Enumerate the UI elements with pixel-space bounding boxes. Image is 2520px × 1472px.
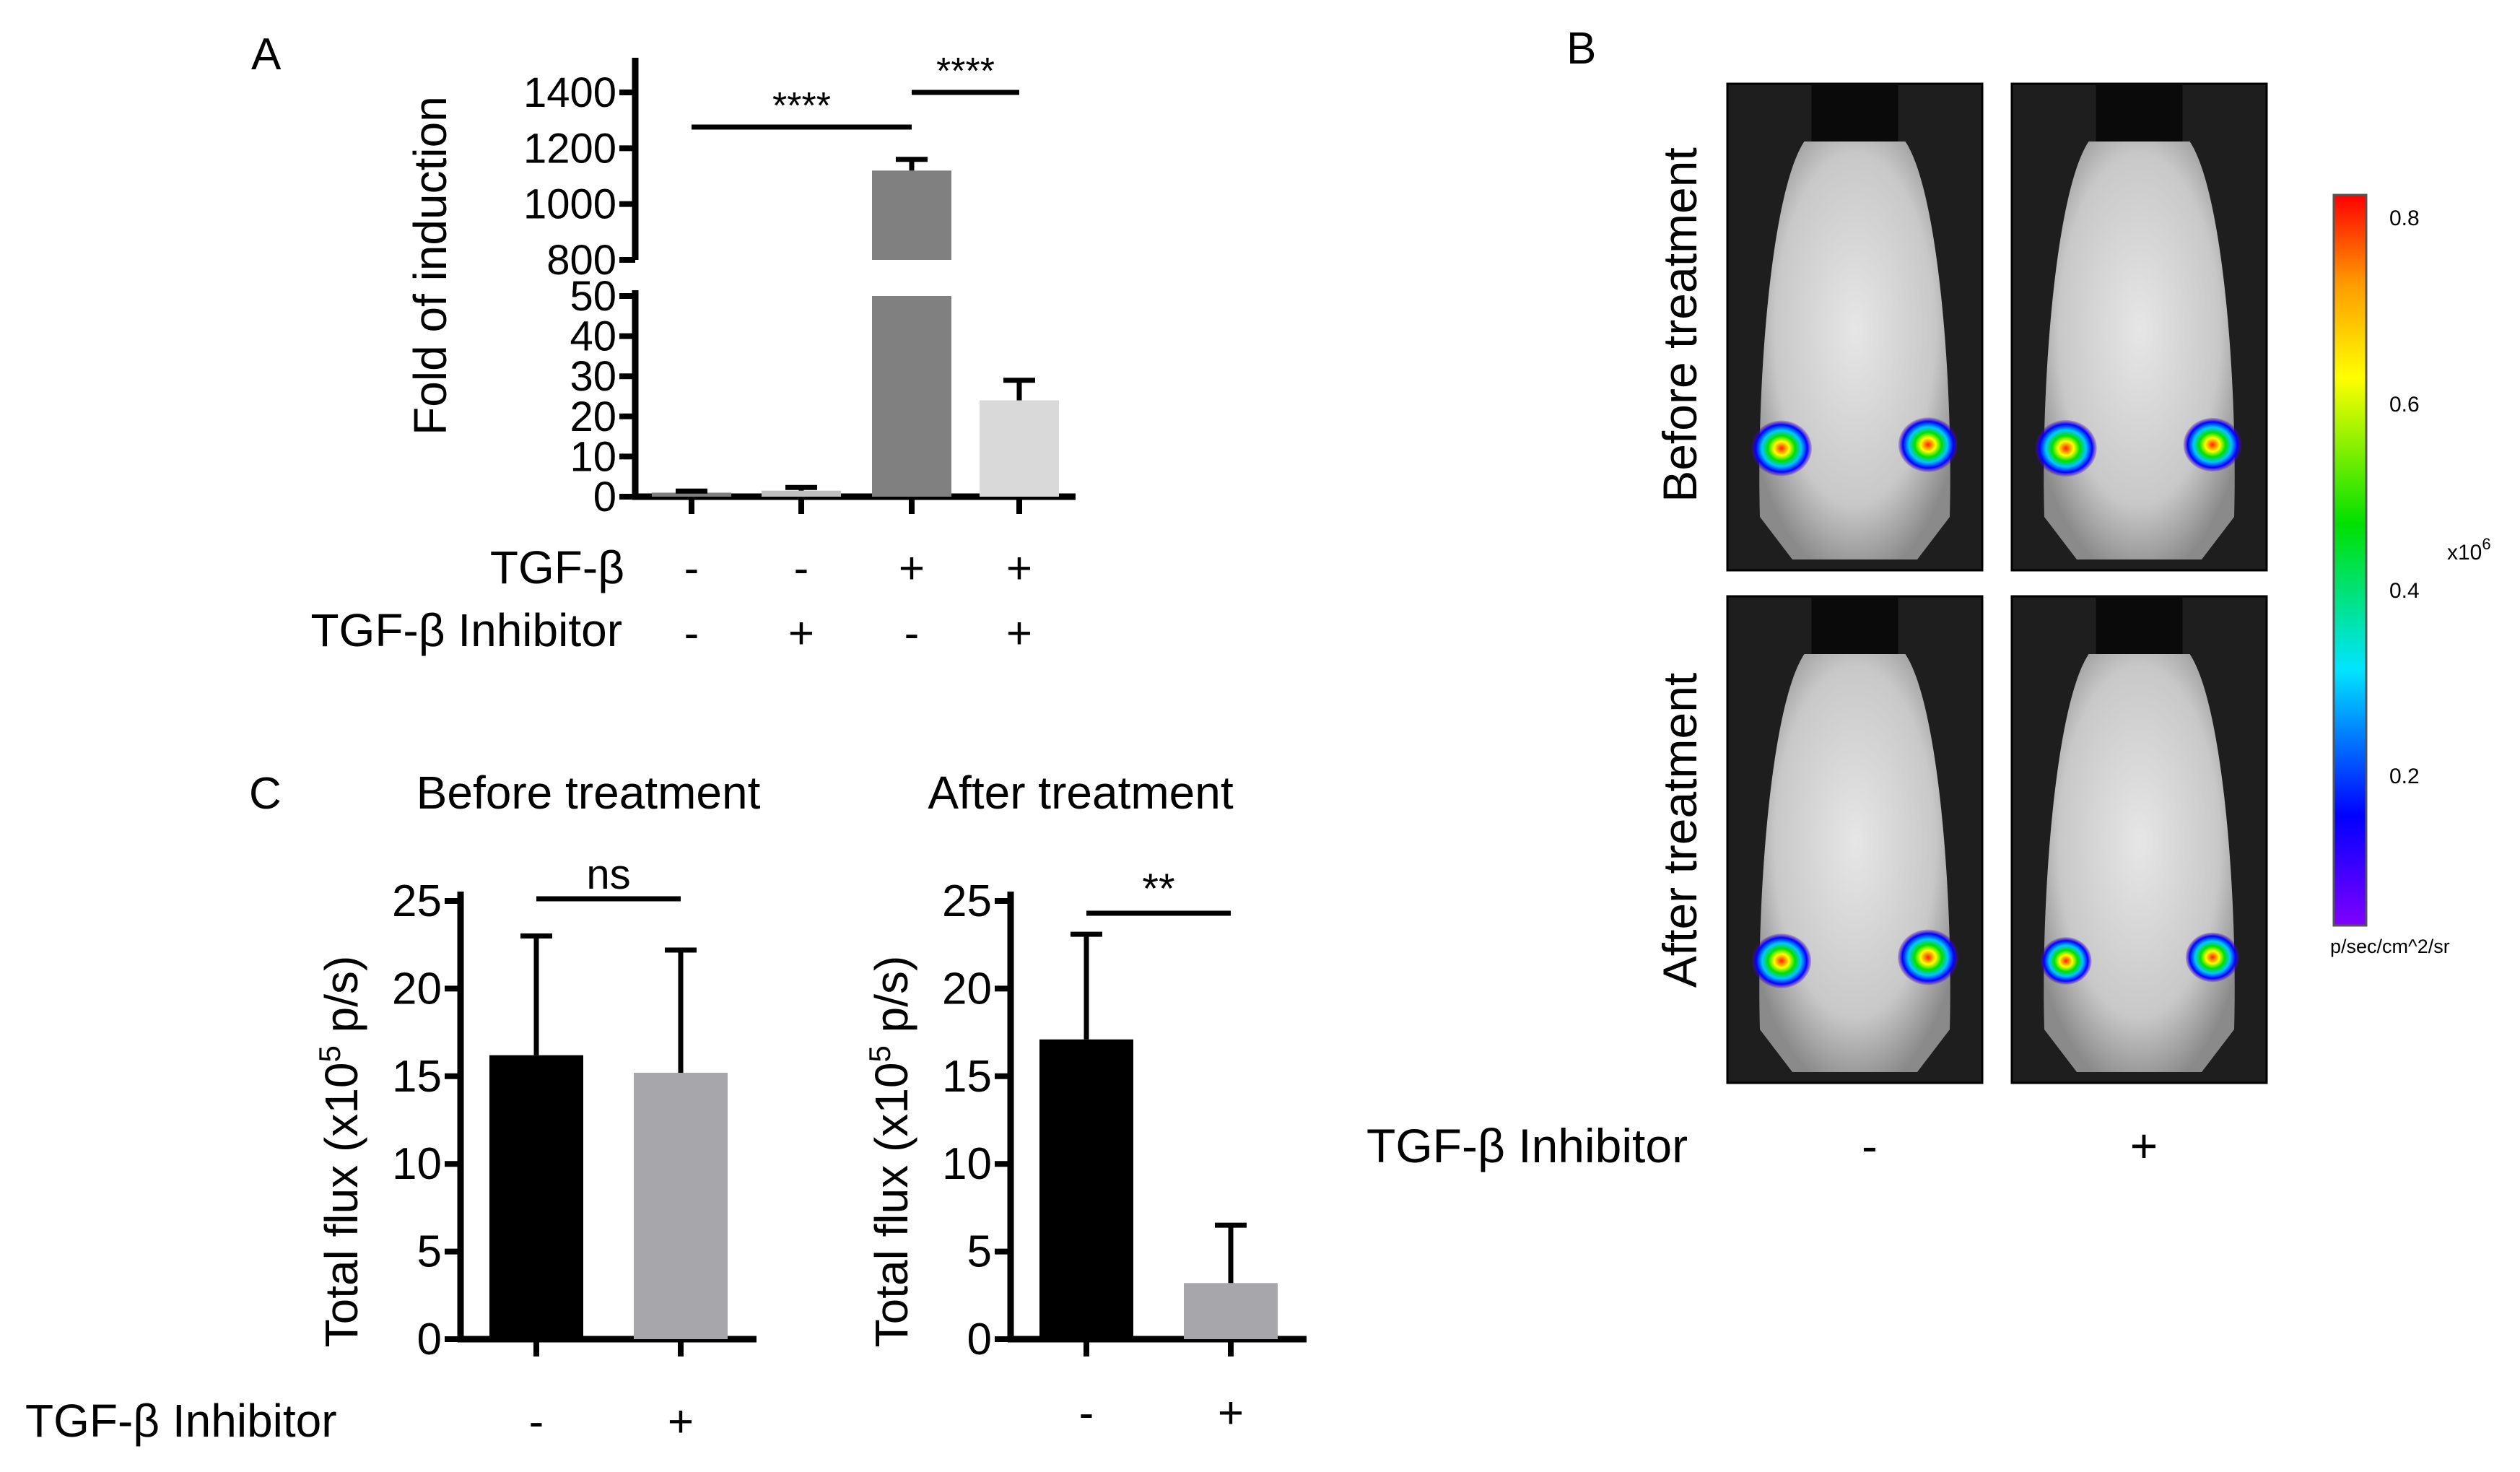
panel-a-ytick-label-1400: 1400 (523, 69, 616, 116)
mouse-image-before-untreated (1726, 82, 1984, 572)
mouse-image-before-treated-signal-left (2035, 419, 2097, 477)
imaging-col-value-2: + (2130, 1119, 2158, 1172)
panel-c-after-bar-2 (1184, 1283, 1278, 1339)
panel-a-factor1-value-4: + (1006, 544, 1032, 593)
panel-a-factor2-value-2: + (788, 609, 814, 658)
mouse-image-after-treated (2010, 595, 2268, 1084)
mouse-image-before-untreated-signal-left (1751, 420, 1812, 476)
panel-a-factor2-value-3: - (904, 609, 920, 658)
panel-a-ytick-label-10: 10 (570, 433, 616, 480)
panel-c-after-ytick-label-15: 15 (942, 1052, 992, 1102)
row-label-before: Before treatment (1653, 147, 1706, 502)
mouse-image-before-untreated-signal-right (1898, 417, 1958, 472)
panel-a-ytick-label-20: 20 (570, 393, 616, 440)
panel-c-before-title: Before treatment (417, 767, 761, 819)
panel-c-after-category-2: + (1218, 1388, 1244, 1438)
mouse-image-before-treated-mouse-body (2044, 141, 2235, 559)
panel-a-ytick-label-1000: 1000 (523, 181, 616, 228)
panel-c-after-marks: 0 5 10 15 20 25 - + ** (942, 866, 1307, 1438)
imaging-col-value-1: - (1862, 1119, 1878, 1172)
panel-a-factor1-value-1: - (684, 544, 699, 593)
mouse-image-after-untreated (1726, 595, 1984, 1084)
mouse-image-after-treated-mouse-body (2044, 654, 2235, 1072)
mouse-image-grid (1726, 82, 2268, 1084)
panel-c-before-ytick-label-15: 15 (392, 1052, 442, 1102)
colorbar-multiplier: x106 (2447, 535, 2491, 565)
panel-a-factor2-label: TGF-β Inhibitor (310, 604, 622, 656)
mouse-image-after-untreated-signal-right (1898, 929, 1958, 985)
panel-c-before-chart: Before treatment Total flux (x105 p/s) 0… (25, 767, 761, 1447)
mouse-image-before-treated (2010, 82, 2268, 572)
panel-b-imaging: Before treatment After treatment TGF-β I… (1366, 82, 2491, 1172)
panel-a-ytick-label-40: 40 (570, 313, 616, 360)
panel-a-factor1-label: TGF-β (490, 541, 624, 593)
panel-c-before-bar-1 (489, 1055, 583, 1339)
panel-c-before-ytick-label-5: 5 (417, 1227, 442, 1277)
panel-c-before-marks: 0 5 10 15 20 25 - + ns (392, 851, 757, 1447)
panel-c-after-ytick-label-10: 10 (942, 1139, 992, 1189)
panel-a-sig-label-1: **** (772, 85, 831, 127)
panel-c-before-ytick-label-0: 0 (417, 1315, 442, 1364)
panel-c-before-ylabel: Total flux (x105 p/s) (313, 956, 367, 1348)
mouse-image-before-untreated-nose-cone (1811, 84, 1898, 141)
panel-a-factor2-value-1: - (684, 609, 699, 658)
panel-a-factor1-value-2: - (794, 544, 809, 593)
panel-a-bar-2 (762, 490, 841, 497)
mouse-image-before-treated-signal-right (2183, 417, 2242, 472)
panel-a-ylabel: Fold of induction (404, 96, 456, 435)
panel-c-before-sig-label: ns (586, 851, 630, 898)
panel-a-bar-3-lower (872, 296, 951, 497)
row-label-after: After treatment (1653, 673, 1706, 988)
panel-a-ytick-label-1200: 1200 (523, 125, 616, 172)
panel-a-ytick-label-0: 0 (593, 474, 616, 521)
mouse-image-after-treated-signal-left (2040, 937, 2092, 985)
colorbar-tick-0.4: 0.4 (2389, 579, 2420, 603)
panel-label-b: B (1566, 24, 1596, 74)
mouse-image-after-untreated-signal-left (1751, 933, 1812, 988)
panel-c-before-ytick-label-10: 10 (392, 1139, 442, 1189)
panel-a-factor1-value-3: + (899, 544, 925, 593)
panel-a-factor2-value-4: + (1006, 609, 1032, 658)
colorbar-tick-0.8: 0.8 (2389, 206, 2420, 230)
mouse-image-before-treated-nose-cone (2096, 84, 2183, 141)
panel-c-after-ytick-label-5: 5 (967, 1227, 992, 1277)
panel-c-before-ytick-label-20: 20 (392, 964, 442, 1014)
panel-c-after-ylabel: Total flux (x105 p/s) (863, 956, 917, 1348)
panel-a-ytick-label-800: 800 (546, 237, 616, 284)
mouse-image-after-untreated-nose-cone (1811, 596, 1898, 654)
panel-c-before-category-2: + (668, 1397, 694, 1447)
imaging-factor-label: TGF-β Inhibitor (1366, 1119, 1688, 1172)
colorbar (2332, 193, 2368, 927)
panel-c-after-category-1: - (1079, 1388, 1094, 1438)
panel-c-after-ytick-label-20: 20 (942, 964, 992, 1014)
panel-c-after-sig-label: ** (1142, 866, 1174, 913)
panel-c-after-bar-1 (1039, 1039, 1133, 1339)
panel-c-xgroup-label: TGF-β Inhibitor (25, 1395, 337, 1447)
colorbar-tick-0.2: 0.2 (2389, 765, 2420, 788)
panel-c-after-ytick-label-0: 0 (967, 1315, 992, 1364)
mouse-image-after-untreated-mouse-body (1759, 654, 1950, 1072)
panel-label-a: A (251, 30, 282, 79)
panel-c-before-category-1: - (529, 1397, 544, 1447)
panel-label-c: C (249, 769, 282, 819)
colorbar-units: p/sec/cm^2/sr (2330, 936, 2450, 957)
panel-a-sig-label-2: **** (936, 51, 995, 92)
mouse-image-after-treated-signal-right (2185, 932, 2240, 983)
panel-c-after-chart: After treatment Total flux (x105 p/s) 0 5… (863, 767, 1307, 1438)
panel-a-bar-3-upper (872, 170, 951, 260)
mouse-image-after-treated-nose-cone (2096, 596, 2183, 654)
panel-a-ytick-label-50: 50 (570, 273, 616, 320)
panel-c-after-title: After treatment (928, 767, 1234, 819)
panel-c-before-bar-2 (634, 1072, 728, 1339)
panel-a-bar-1 (652, 492, 731, 497)
panel-c-before-ytick-label-25: 25 (392, 876, 442, 926)
mouse-image-before-untreated-mouse-body (1759, 141, 1950, 559)
panel-c-after-ytick-label-25: 25 (942, 876, 992, 926)
colorbar-tick-0.6: 0.6 (2389, 393, 2420, 417)
panel-a-bar-4 (980, 400, 1059, 497)
panel-a-ytick-label-30: 30 (570, 353, 616, 400)
